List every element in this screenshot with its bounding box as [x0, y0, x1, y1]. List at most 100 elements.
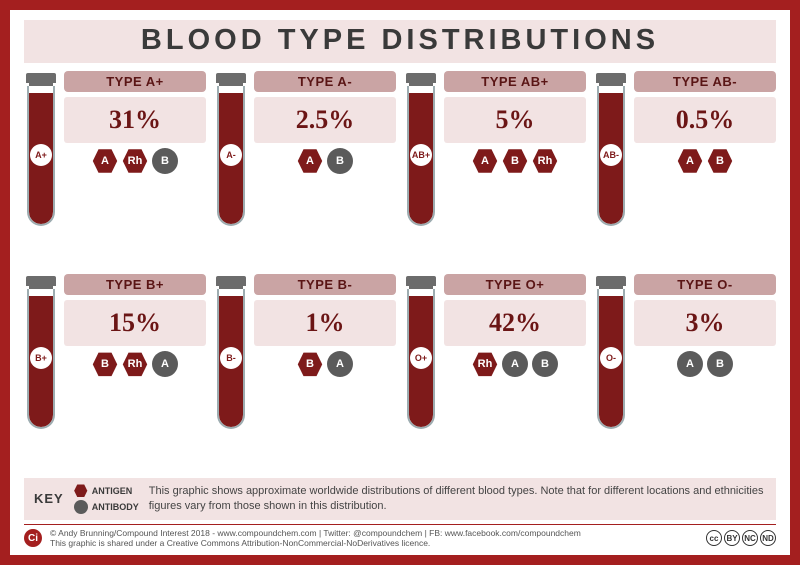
- percentage-box: 15%: [64, 300, 206, 346]
- type-pill: TYPE A+: [64, 71, 206, 92]
- tube-body: A-: [217, 86, 245, 226]
- description-text: This graphic shows approximate worldwide…: [149, 484, 766, 514]
- page-title: BLOOD TYPE DISTRIBUTIONS: [24, 24, 776, 57]
- tube-label: B+: [30, 347, 52, 369]
- tube-cap: [406, 276, 436, 286]
- marker-row: AB: [634, 351, 776, 377]
- test-tube: O+: [404, 276, 438, 429]
- antibody-marker: A: [502, 351, 528, 377]
- type-pill: TYPE O+: [444, 274, 586, 295]
- type-pill: TYPE AB-: [634, 71, 776, 92]
- type-pill: TYPE B+: [64, 274, 206, 295]
- cell-info: TYPE A- 2.5% AB: [254, 71, 396, 174]
- cc-badge-icon: BY: [724, 530, 740, 546]
- percentage-box: 3%: [634, 300, 776, 346]
- credit-line-2: This graphic is shared under a Creative …: [50, 538, 698, 549]
- antibody-marker: A: [327, 351, 353, 377]
- antibody-marker: B: [327, 148, 353, 174]
- tube-label: AB+: [410, 144, 432, 166]
- type-pill: TYPE AB+: [444, 71, 586, 92]
- blood-type-grid: A+TYPE A+31%ARhBA-TYPE A-2.5%ABAB+TYPE A…: [24, 71, 776, 472]
- test-tube: O-: [594, 276, 628, 429]
- cell-info: TYPE B- 1% BA: [254, 274, 396, 377]
- cell-info: TYPE AB+ 5% ABRh: [444, 71, 586, 174]
- tube-body: B-: [217, 289, 245, 429]
- infographic-frame: BLOOD TYPE DISTRIBUTIONS A+ TYPE A+31%ARh…: [0, 0, 800, 565]
- marker-row: ARhB: [64, 148, 206, 174]
- antibody-marker: A: [677, 351, 703, 377]
- blood-type-cell: A- TYPE A- 2.5% AB: [214, 71, 396, 268]
- cell-info: TYPE A+31%ARhB: [64, 71, 206, 174]
- antigen-marker: B: [297, 351, 323, 377]
- tube-body: A+: [27, 86, 55, 226]
- key-antibody-label: ANTIBODY: [92, 502, 139, 512]
- marker-row: BRhA: [64, 351, 206, 377]
- type-pill: TYPE A-: [254, 71, 396, 92]
- percentage-box: 2.5%: [254, 97, 396, 143]
- tube-cap: [216, 73, 246, 83]
- blood-type-cell: B- TYPE B- 1% BA: [214, 274, 396, 471]
- antigen-marker: A: [297, 148, 323, 174]
- cell-info: TYPE O- 3% AB: [634, 274, 776, 377]
- blood-type-cell: O- TYPE O- 3% AB: [594, 274, 776, 471]
- tube-body: AB-: [597, 86, 625, 226]
- footer-key-row: KEY ANTIGEN ANTIBODY This graphic shows …: [24, 478, 776, 520]
- tube-label: O+: [410, 347, 432, 369]
- antibody-marker: B: [532, 351, 558, 377]
- antigen-marker: B: [502, 148, 528, 174]
- cc-licence-icons: ccBYNCND: [706, 530, 776, 546]
- antigen-marker: B: [707, 148, 733, 174]
- key-block: KEY ANTIGEN ANTIBODY: [34, 484, 139, 514]
- percentage-box: 1%: [254, 300, 396, 346]
- antigen-icon: [74, 484, 88, 498]
- blood-type-cell: AB-TYPE AB-0.5%AB: [594, 71, 776, 268]
- tube-label: A+: [30, 144, 52, 166]
- tube-body: B+: [27, 289, 55, 429]
- antigen-marker: Rh: [472, 351, 498, 377]
- antigen-marker: A: [677, 148, 703, 174]
- tube-cap: [596, 73, 626, 83]
- antigen-marker: A: [472, 148, 498, 174]
- key-antigen-label: ANTIGEN: [92, 486, 133, 496]
- test-tube: AB+: [404, 73, 438, 226]
- tube-label: O-: [600, 347, 622, 369]
- antigen-marker: B: [92, 351, 118, 377]
- marker-row: AB: [634, 148, 776, 174]
- test-tube: A+: [24, 73, 58, 226]
- type-pill: TYPE O-: [634, 274, 776, 295]
- test-tube: A-: [214, 73, 248, 226]
- type-pill: TYPE B-: [254, 274, 396, 295]
- cc-badge-icon: ND: [760, 530, 776, 546]
- cell-info: TYPE O+42%RhAB: [444, 274, 586, 377]
- key-item-antibody: ANTIBODY: [74, 500, 139, 514]
- cc-badge-icon: NC: [742, 530, 758, 546]
- tube-body: O-: [597, 289, 625, 429]
- tube-cap: [216, 276, 246, 286]
- marker-row: ABRh: [444, 148, 586, 174]
- antibody-icon: [74, 500, 88, 514]
- antibody-marker: A: [152, 351, 178, 377]
- blood-type-cell: B+ TYPE B+ 15% BRhA: [24, 274, 206, 471]
- blood-type-cell: O+ TYPE O+42%RhAB: [404, 274, 586, 471]
- cell-info: TYPE B+ 15% BRhA: [64, 274, 206, 377]
- tube-cap: [596, 276, 626, 286]
- title-bar: BLOOD TYPE DISTRIBUTIONS: [24, 20, 776, 63]
- tube-cap: [406, 73, 436, 83]
- antibody-marker: B: [152, 148, 178, 174]
- tube-label: AB-: [600, 144, 622, 166]
- credit-bar: Ci © Andy Brunning/Compound Interest 201…: [24, 524, 776, 549]
- marker-row: AB: [254, 148, 396, 174]
- antibody-marker: B: [707, 351, 733, 377]
- credit-line-1: © Andy Brunning/Compound Interest 2018 -…: [50, 528, 698, 539]
- blood-type-cell: AB+ TYPE AB+ 5% ABRh: [404, 71, 586, 268]
- blood-type-cell: A+ TYPE A+31%ARhB: [24, 71, 206, 268]
- cc-badge-icon: cc: [706, 530, 722, 546]
- percentage-box: 5%: [444, 97, 586, 143]
- tube-body: O+: [407, 289, 435, 429]
- test-tube: B+: [24, 276, 58, 429]
- key-heading: KEY: [34, 491, 68, 506]
- tube-cap: [26, 276, 56, 286]
- test-tube: AB-: [594, 73, 628, 226]
- antigen-marker: Rh: [122, 148, 148, 174]
- antigen-marker: A: [92, 148, 118, 174]
